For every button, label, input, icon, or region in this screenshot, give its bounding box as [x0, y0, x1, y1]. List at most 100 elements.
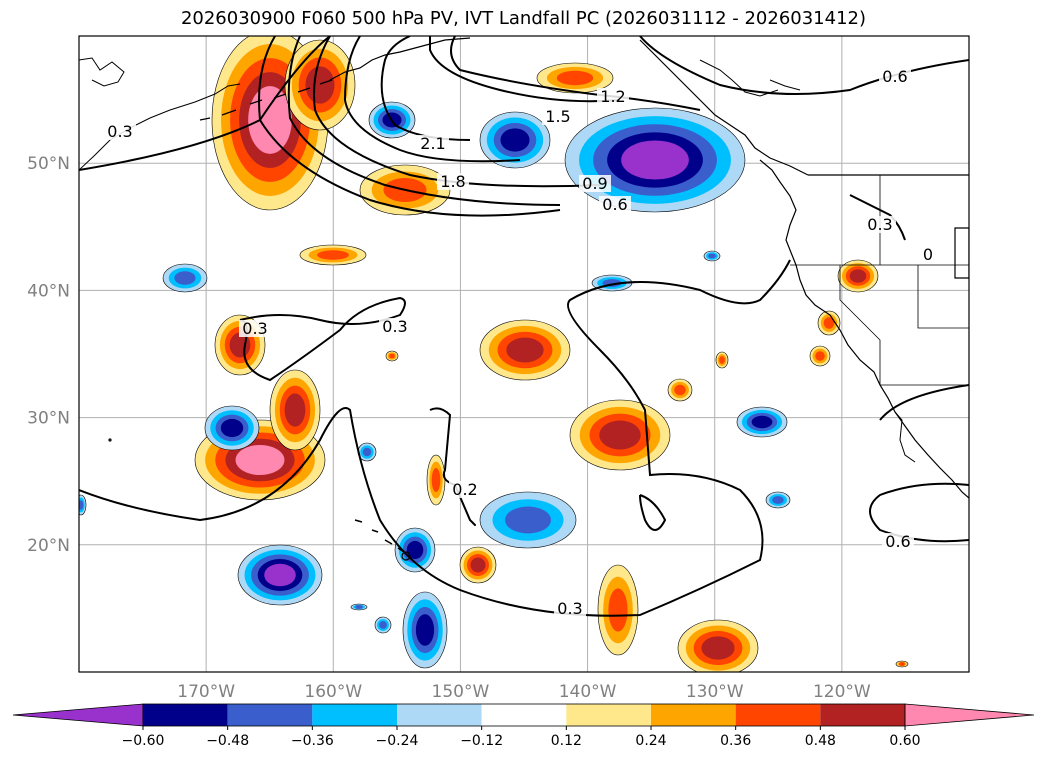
- lat-tick-label: 20°N: [27, 536, 70, 556]
- positive-anomaly: [608, 588, 628, 632]
- lon-tick-label: 170°W: [177, 682, 235, 702]
- negative-anomaly: [415, 614, 435, 646]
- colorbar-label: −0.48: [206, 733, 249, 749]
- contour-label-bg: [239, 320, 271, 337]
- negative-anomaly: [379, 621, 387, 629]
- colorbar-segment: [481, 704, 567, 726]
- contour-label: 0.6: [882, 67, 907, 86]
- latitude-labels: 50°N 40°N 30°N 20°N: [27, 154, 70, 556]
- colorbar-segment: [143, 704, 228, 726]
- positive-anomaly: [305, 66, 335, 104]
- colorbar-outline: [142, 703, 906, 727]
- positive-anomaly: [470, 557, 486, 573]
- negative-anomaly: [220, 418, 244, 438]
- negative-anomaly: [362, 447, 372, 457]
- colorbar-label: 0.24: [635, 733, 666, 749]
- colorbar-segment: [735, 704, 821, 726]
- contour-label-bg: [599, 196, 631, 213]
- colorbar-segment: [397, 704, 482, 726]
- contour-label: 0.3: [867, 215, 892, 234]
- colorbar-extend-min: [12, 703, 144, 727]
- contour-label: 0.6: [602, 195, 627, 214]
- positive-anomaly: [849, 269, 867, 283]
- colorbar: −0.60 −0.48 −0.36 −0.24 −0.12 0.12 0.24 0.36 0.4…: [12, 703, 1035, 749]
- positive-anomaly: [248, 86, 292, 154]
- lat-tick-label: 40°N: [27, 281, 70, 301]
- positive-anomaly: [506, 337, 544, 363]
- contour-label: 2.1: [420, 134, 445, 153]
- lon-tick-label: 120°W: [813, 682, 871, 702]
- colorbar-extend-max: [904, 703, 1035, 727]
- contour-label-bg: [554, 600, 586, 617]
- lat-tick-label: 50°N: [27, 154, 70, 174]
- negative-anomaly: [174, 271, 196, 285]
- positive-anomaly: [719, 356, 725, 364]
- lon-tick-label: 150°W: [432, 682, 490, 702]
- contour-label-bg: [579, 175, 611, 192]
- lat-tick-label: 30°N: [27, 409, 70, 429]
- colorbar-label: 0.36: [720, 733, 751, 749]
- contour-label-bg: [882, 533, 914, 550]
- contour-label: 0.3: [382, 317, 407, 336]
- lon-tick-label: 130°W: [686, 682, 744, 702]
- contour-label: 1.5: [545, 107, 570, 126]
- colorbar-label: −0.24: [376, 733, 419, 749]
- positive-anomaly: [815, 351, 825, 361]
- colorbar-segment: [566, 704, 651, 726]
- colorbar-label: 0.12: [551, 733, 582, 749]
- negative-anomaly: [751, 415, 773, 429]
- negative-anomaly: [355, 605, 363, 609]
- map-border: [78, 35, 970, 673]
- negative-anomaly: [772, 496, 784, 504]
- contour-label: 0.3: [557, 599, 582, 618]
- contour-label-bg: [417, 135, 449, 152]
- lon-tick-label: 140°W: [559, 682, 617, 702]
- negative-anomaly: [500, 128, 530, 152]
- contour-label-bg: [864, 216, 896, 233]
- positive-anomaly: [674, 384, 686, 396]
- contour-label-bg: [542, 108, 574, 125]
- negative-anomaly: [504, 506, 552, 534]
- positive-anomaly: [284, 393, 306, 427]
- colorbar-label: 0.60: [889, 733, 920, 749]
- negative-anomaly: [79, 500, 84, 510]
- positive-anomaly: [701, 636, 735, 660]
- negative-anomaly: [621, 140, 689, 180]
- contour-label-bg: [879, 68, 911, 85]
- positive-anomaly: [431, 468, 441, 492]
- contour-label-bg: [437, 173, 469, 190]
- contour-label-bg: [379, 318, 411, 335]
- contour-label: 0.2: [452, 480, 477, 499]
- colorbar-label: −0.60: [122, 733, 165, 749]
- positive-anomaly: [317, 250, 349, 260]
- map-title: 2026030900 F060 500 hPa PV, IVT Landfall…: [180, 8, 867, 29]
- contour-label-bg: [912, 246, 944, 263]
- lon-tick-label: 160°W: [304, 682, 362, 702]
- longitude-labels: 170°W 160°W 150°W 140°W 130°W 120°W: [177, 682, 871, 702]
- positive-anomaly: [235, 444, 285, 476]
- negative-anomaly: [708, 253, 716, 259]
- colorbar-label: −0.36: [291, 733, 334, 749]
- contour-labels: 0.3 0.6 0.9 1.2 1.5 1.8 2.1 0.6 0.3 0.3 0.2 0.6 0.3 0…: [104, 67, 944, 618]
- colorbar-segment: [651, 704, 736, 726]
- contour-label: 1.8: [440, 172, 465, 191]
- positive-anomaly: [556, 70, 594, 86]
- contour-label-bg: [449, 481, 481, 498]
- contour-label-bg: [597, 88, 629, 105]
- contour-label: 0: [923, 245, 933, 264]
- contour-label: 0.3: [107, 122, 132, 141]
- positive-anomaly: [599, 420, 641, 450]
- contour-label: 0.6: [885, 532, 910, 551]
- negative-anomaly: [264, 563, 296, 587]
- positive-anomaly: [899, 662, 905, 666]
- positive-anomaly: [389, 353, 395, 359]
- positive-anomaly: [823, 317, 835, 329]
- contour-label: 0.3: [242, 319, 267, 338]
- contour-label: 1.2: [600, 87, 625, 106]
- colorbar-segment: [312, 704, 397, 726]
- coastlines: [79, 37, 969, 561]
- contour-label-bg: [104, 123, 136, 140]
- colorbar-segment: [227, 704, 313, 726]
- contour-label: 0.9: [582, 174, 607, 193]
